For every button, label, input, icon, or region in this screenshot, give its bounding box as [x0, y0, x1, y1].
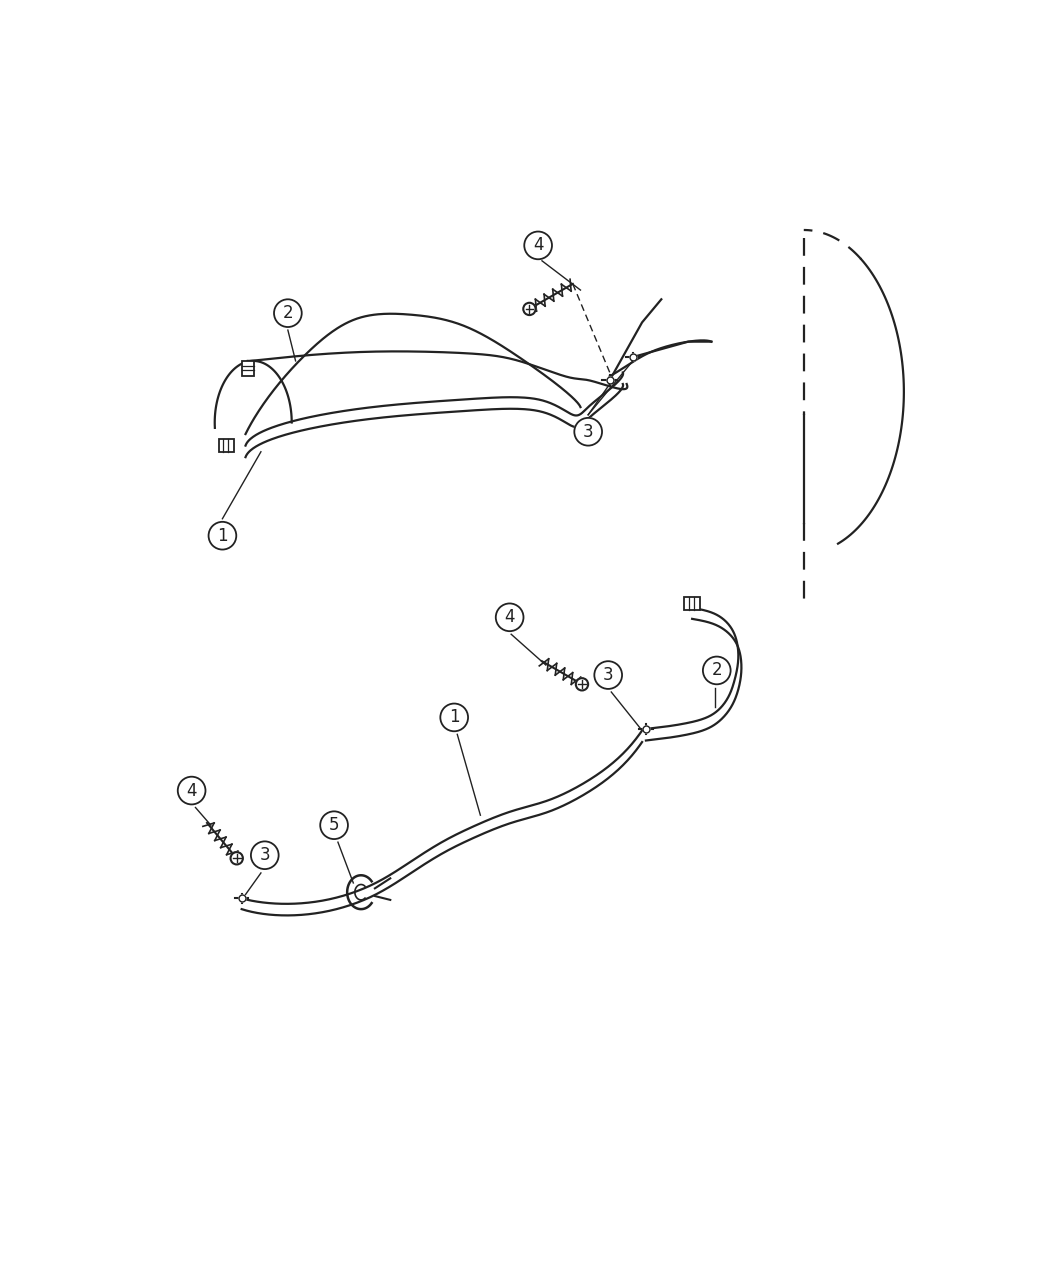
Circle shape — [702, 657, 731, 685]
Text: 4: 4 — [187, 782, 197, 799]
Text: 4: 4 — [504, 608, 514, 626]
Text: 3: 3 — [583, 423, 593, 441]
Circle shape — [320, 811, 348, 839]
Circle shape — [251, 842, 278, 870]
Text: 1: 1 — [217, 527, 228, 544]
Circle shape — [274, 300, 301, 326]
Text: 1: 1 — [449, 709, 460, 727]
Circle shape — [177, 776, 206, 805]
Polygon shape — [218, 440, 234, 451]
Text: 5: 5 — [329, 816, 339, 834]
Circle shape — [231, 852, 243, 864]
Circle shape — [523, 302, 536, 315]
Circle shape — [575, 678, 588, 691]
Polygon shape — [242, 361, 254, 376]
Circle shape — [524, 232, 552, 259]
Circle shape — [440, 704, 468, 732]
Polygon shape — [685, 597, 700, 609]
Text: 3: 3 — [259, 847, 270, 864]
Text: 2: 2 — [712, 662, 722, 680]
Circle shape — [209, 521, 236, 550]
Text: 2: 2 — [282, 305, 293, 323]
Circle shape — [594, 662, 622, 688]
Circle shape — [496, 603, 524, 631]
Text: 4: 4 — [532, 236, 544, 255]
Text: 3: 3 — [603, 666, 613, 685]
Circle shape — [574, 418, 602, 445]
